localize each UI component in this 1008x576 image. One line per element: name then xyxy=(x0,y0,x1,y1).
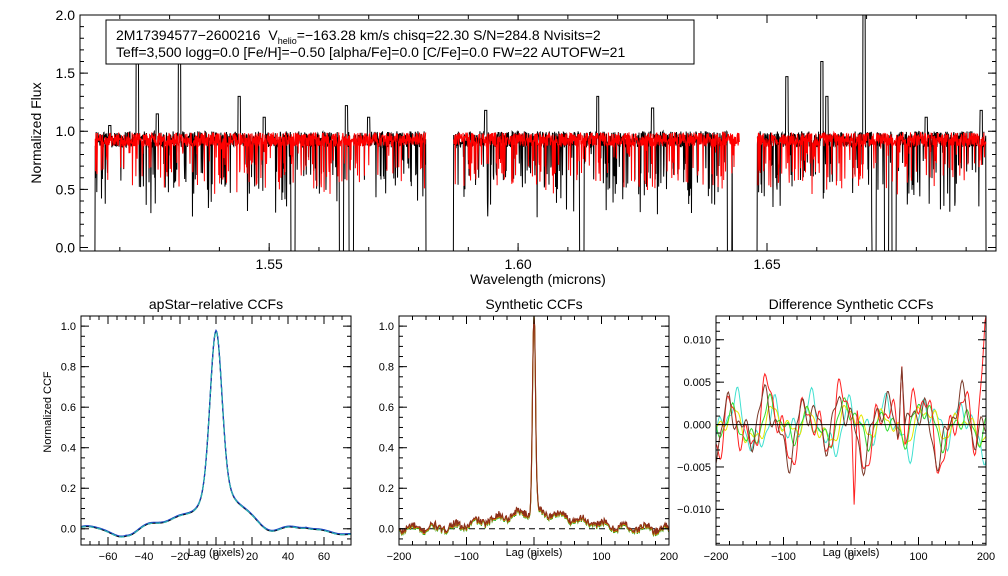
apstar-ccf-lines xyxy=(80,329,352,538)
apstar-ccf-xtick-label: −60 xyxy=(99,551,118,563)
helio-subscript: helio xyxy=(278,36,297,46)
difference-ccf-series xyxy=(715,315,987,505)
difference-ccf-ticks: −200 −100 0 100 200 −0.010 −0.005 0.000 0.005 0.0… xyxy=(677,316,995,563)
synthetic-ccf-xtick-label: −200 xyxy=(387,551,412,563)
spectrum-ylabel: Normalized Flux xyxy=(28,82,44,183)
apstar-ccf-xtick-label: −40 xyxy=(135,551,154,563)
synthetic-ccf-ticks: −200 −100 0 100 200 0.0 0.2 0.4 0.6 0.8 1.0 xyxy=(379,315,678,563)
spectrum-ytick-label: 2.0 xyxy=(56,7,76,23)
spectrum-model-segment xyxy=(756,130,987,195)
info-line-1: 2M17394577−2600216 Vhelio=−163.28 km/s ch… xyxy=(116,27,601,46)
apstar-ccf-ylabel: Normalized CCF xyxy=(42,371,54,453)
apstar-ccf-xtick-label: 0 xyxy=(213,551,219,563)
v-symbol: V xyxy=(268,27,278,43)
difference-ccf-series xyxy=(715,366,987,477)
synthetic-ccf-xlabel: Lag (pixels) xyxy=(506,547,563,559)
apstar-ccf-xtick-label: 40 xyxy=(282,551,294,563)
difference-ccf-title: Difference Synthetic CCFs xyxy=(769,296,934,312)
synthetic-ccf-panel: Synthetic CCFs −200 −100 0 100 200 0.0 0.2 0.4 0… xyxy=(379,296,678,563)
difference-ccf-xtick-label: −200 xyxy=(704,551,729,563)
spectrum-ytick-label: 0.5 xyxy=(56,181,76,197)
synthetic-ccf-ytick-label: 1.0 xyxy=(379,321,394,333)
synthetic-ccf-xtick-label: 0 xyxy=(531,551,537,563)
difference-ccf-ytick-label: 0.000 xyxy=(683,419,711,431)
synthetic-ccf-ytick-label: 0.6 xyxy=(379,402,394,414)
difference-ccf-ytick-label: −0.005 xyxy=(677,462,711,474)
synthetic-ccf-xtick-label: 200 xyxy=(660,551,678,563)
spectrum-xtick-label: 1.55 xyxy=(256,256,283,272)
spectrum-ytick-label: 1.5 xyxy=(56,65,76,81)
difference-ccf-series xyxy=(715,404,987,447)
spectrum-xtick-label: 1.65 xyxy=(753,256,780,272)
spectrum-ytick-label: 1.0 xyxy=(56,123,76,139)
apstar-ccf-ytick-label: 0.6 xyxy=(61,402,76,414)
apstar-ccf-ticks: −60 −40 −20 0 20 40 60 0.0 0.2 0.4 0.6 0.8 1.0 xyxy=(61,315,352,563)
apstar-ccf-ytick-label: 0.4 xyxy=(61,443,76,455)
spectrum-xtick-label: 1.60 xyxy=(504,256,531,272)
spectrum-lines xyxy=(94,14,987,252)
apstar-ccf-panel: apStar−relative CCFs −60 −40 −20 0 20 40 60 0.0… xyxy=(42,296,352,563)
synthetic-ccf-title: Synthetic CCFs xyxy=(485,296,582,312)
star-id: 2M17394577−2600216 xyxy=(116,27,261,43)
info-line-1-rest: =−163.28 km/s chisq=22.30 S/N=284.8 Nvis… xyxy=(297,27,601,43)
apstar-ccf-title: apStar−relative CCFs xyxy=(149,296,283,312)
apstar-ccf-ytick-label: 0.8 xyxy=(61,362,76,374)
apstar-ccf-xtick-label: 60 xyxy=(318,551,330,563)
difference-ccf-ytick-label: −0.010 xyxy=(677,504,711,516)
spectrum-xlabel: Wavelength (microns) xyxy=(470,271,606,287)
info-line-2: Teff=3,500 logg=0.0 [Fe/H]=−0.50 [alpha/… xyxy=(116,44,625,60)
spectrum-frame xyxy=(79,14,997,252)
difference-ccf-xtick-label: 0 xyxy=(848,551,854,563)
difference-ccf-ytick-label: 0.010 xyxy=(683,335,711,347)
difference-ccf-xtick-label: 100 xyxy=(909,551,927,563)
apstar-ccf-xlabel: Lag (pixels) xyxy=(188,547,245,559)
synthetic-ccf-ytick-label: 0.8 xyxy=(379,362,394,374)
spectrum-observed-segment xyxy=(756,14,987,252)
difference-ccf-xtick-label: −100 xyxy=(771,551,796,563)
apstar-ccf-ytick-label: 0.0 xyxy=(61,524,76,536)
spectrum-panel: 1.55 1.60 1.65 0.0 0.5 1.0 1.5 2.0 Wavelength (… xyxy=(28,7,997,287)
difference-ccf-xlabel: Lag (pixels) xyxy=(823,547,880,559)
apstar-ccf-ytick-label: 0.2 xyxy=(61,483,76,495)
difference-ccf-ytick-label: 0.005 xyxy=(683,377,711,389)
synthetic-ccf-ytick-label: 0.4 xyxy=(379,443,394,455)
difference-ccf-xtick-label: 200 xyxy=(977,551,995,563)
spectrum-ticks: 1.55 1.60 1.65 0.0 0.5 1.0 1.5 2.0 xyxy=(56,7,996,272)
synthetic-ccf-xtick-label: −100 xyxy=(454,551,479,563)
spectrum-ytick-label: 0.0 xyxy=(56,239,76,255)
spectrum-model-segment xyxy=(453,131,740,194)
synthetic-ccf-ytick-label: 0.0 xyxy=(379,524,394,536)
apstar-ccf-ytick-label: 1.0 xyxy=(61,321,76,333)
apstar-ccf-xtick-label: −20 xyxy=(171,551,190,563)
difference-ccf-lines xyxy=(715,315,987,505)
info-box xyxy=(105,19,695,65)
spectrum-model-segment xyxy=(94,131,427,194)
synthetic-ccf-ytick-label: 0.2 xyxy=(379,483,394,495)
synthetic-ccf-xtick-label: 100 xyxy=(592,551,610,563)
apstar-ccf-series xyxy=(80,329,352,537)
apstar-ccf-xtick-label: 20 xyxy=(246,551,258,563)
difference-ccf-panel: Difference Synthetic CCFs −200 −100 0 100 20… xyxy=(677,296,995,563)
difference-ccf-series xyxy=(715,386,987,466)
